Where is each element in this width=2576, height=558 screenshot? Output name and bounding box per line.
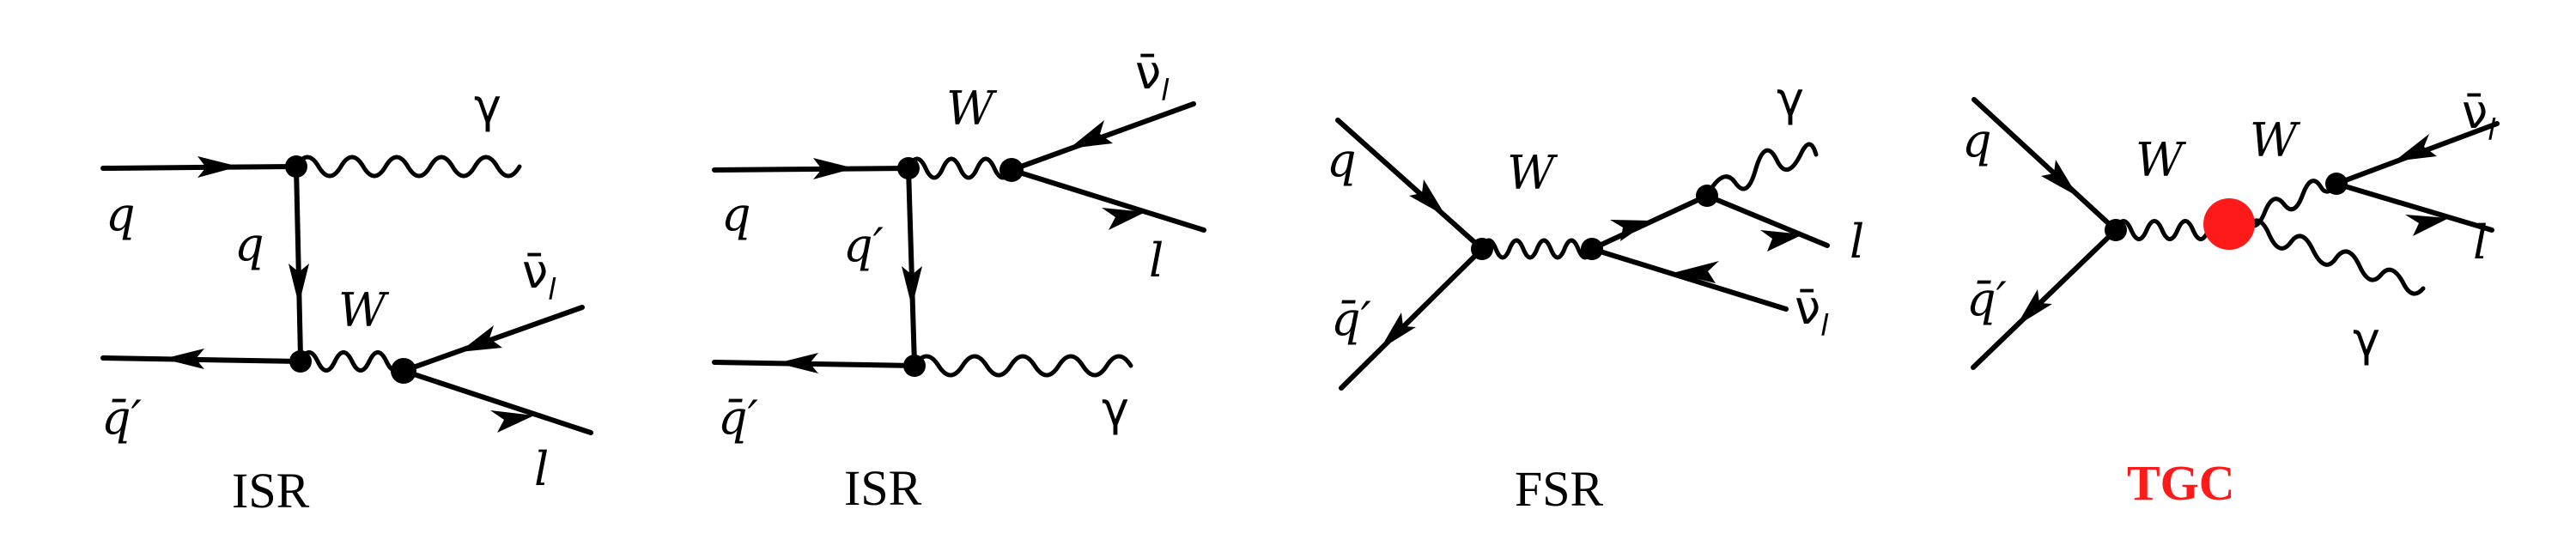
d2-antineutrino-label: ν̄l (1135, 45, 1170, 108)
d3-outgoing-antiquark-line (1339, 246, 1485, 391)
d2-lower-vertex (903, 355, 926, 377)
d4-incoming-quark-label: q (1962, 113, 1992, 167)
d1-lepton-label: l (534, 442, 549, 496)
d1-incoming-quark-label: q (106, 187, 136, 241)
d2-incoming-quark-arrow (813, 158, 854, 179)
d4-antineutrino-label: ν̄l (2462, 85, 2496, 148)
d1-outgoing-antiquark-line (100, 355, 303, 364)
d1-lepton-arrow (490, 410, 534, 433)
d3-annihilation-vertex (1471, 238, 1493, 260)
d1-vertical-propagator (294, 164, 303, 359)
diagram-fsr: q q̄′ W γ l ν̄l FSR (1327, 72, 1864, 517)
d2-upper-vertex (897, 157, 920, 179)
d3-incoming-quark-line (1335, 118, 1485, 252)
d3-antineutrino-arrow (1673, 261, 1719, 283)
d3-incoming-quark-arrow (1409, 179, 1446, 216)
d2-vertical-propagator (906, 166, 917, 367)
d1-antineutrino-arrow (459, 325, 502, 352)
d1-w-boson-line (298, 350, 406, 373)
diagram-isr-2: q q′ q̄′ W ν̄l l γ ISR (712, 45, 1206, 516)
d4-incoming-quark-arrow (2041, 160, 2078, 197)
d2-photon-line (912, 354, 1133, 378)
d4-outgoing-antiquark-arrow (2016, 289, 2052, 326)
d4-tgc-vertex (2203, 198, 2255, 250)
d3-lepton-label: l (1850, 215, 1864, 269)
d1-antineutrino-line (401, 305, 585, 373)
d3-antiquark-label: q̄′ (1331, 292, 1371, 346)
d4-w-right-label: W (2250, 113, 2301, 167)
d4-lepton-line (2334, 181, 2494, 233)
d1-photon-line (294, 155, 522, 179)
diagram-tgc: q q̄′ W W ν̄l l γ TGC (1962, 85, 2500, 511)
d3-antineutrino-line (1589, 246, 1789, 312)
d2-incoming-quark-label: q (721, 187, 751, 241)
d4-annihilation-vertex (2105, 219, 2127, 241)
d1-outgoing-antiquark-arrow (163, 349, 204, 369)
d2-propagator-label: q′ (843, 218, 884, 272)
d1-lepton-line (401, 368, 593, 435)
d3-charged-lepton-arrow-1 (1610, 220, 1650, 241)
d4-lepton-label: l (2473, 215, 2488, 270)
d3-outgoing-antiquark-arrow (1380, 312, 1416, 349)
d4-antineutrino-arrow (2394, 134, 2437, 161)
d4-w-decay-vertex (2325, 173, 2348, 195)
d3-antineutrino-label: ν̄l (1795, 281, 1829, 343)
d1-propagator-label: q (234, 217, 264, 271)
d4-lepton-arrow (2405, 215, 2449, 236)
d4-caption: TGC (2127, 455, 2235, 511)
d1-w-vertex (391, 358, 416, 384)
d3-w-boson-line (1479, 238, 1595, 260)
d3-charged-lepton-segment (1589, 193, 1710, 252)
d2-propagator-arrow (902, 266, 922, 307)
d2-w-vertex (999, 158, 1024, 182)
d2-outgoing-antiquark-line (712, 360, 917, 368)
d4-photon-label: γ (2353, 312, 2380, 367)
d1-incoming-quark-line (100, 164, 299, 171)
d2-w-label: W (946, 82, 998, 136)
d4-photon-line (2225, 218, 2426, 296)
d4-incoming-quark-line (1971, 97, 2118, 233)
d2-incoming-quark-line (712, 166, 911, 173)
d2-outgoing-antiquark-arrow (777, 353, 818, 373)
d1-upper-vertex (285, 155, 307, 178)
d2-lepton-arrow (1102, 208, 1145, 230)
d2-antineutrino-arrow (1069, 120, 1113, 149)
d2-w-boson-line (906, 156, 1014, 180)
d4-w-left-label: W (2136, 133, 2187, 187)
d1-incoming-quark-arrow (197, 156, 239, 178)
d3-w-decay-vertex (1581, 238, 1603, 260)
d2-lepton-label: l (1149, 234, 1163, 288)
d3-caption: FSR (1515, 461, 1604, 517)
d1-antineutrino-label: ν̄l (522, 245, 556, 307)
d2-caption: ISR (844, 460, 922, 516)
d2-antiquark-label: q̄′ (718, 391, 758, 445)
d4-outgoing-antiquark-line (1971, 227, 2118, 370)
d2-lepton-line (1009, 167, 1206, 233)
d3-photon-label: γ (1777, 72, 1804, 126)
d3-photon-line (1704, 142, 1819, 198)
d3-charged-lepton-arrow-2 (1760, 230, 1803, 252)
d3-charged-lepton-line (1704, 193, 1830, 248)
d4-antiquark-label: q̄′ (1966, 272, 2007, 326)
d1-caption: ISR (232, 463, 310, 519)
diagram-isr-1: q q q̄′ γ W ν̄l l ISR (100, 79, 593, 519)
d3-w-label: W (1507, 146, 1558, 200)
d3-photon-vertex (1696, 185, 1718, 207)
d1-propagator-arrow (289, 264, 309, 305)
d1-w-label: W (338, 283, 390, 337)
d1-lower-vertex (289, 350, 312, 373)
d1-antiquark-label: q̄′ (101, 391, 142, 445)
d3-incoming-quark-label: q (1327, 133, 1357, 187)
d1-photon-label: γ (474, 79, 501, 133)
d2-photon-label: γ (1102, 382, 1129, 436)
